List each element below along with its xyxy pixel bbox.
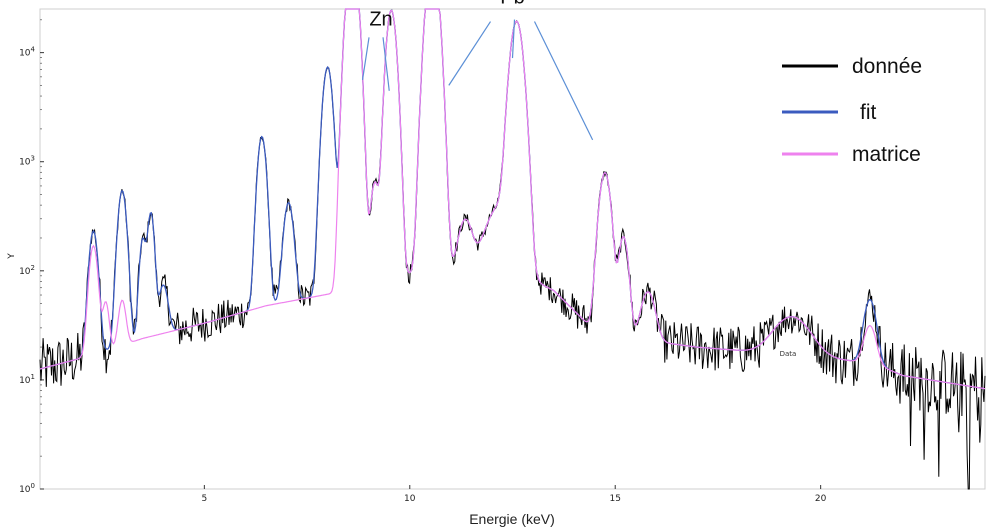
- y-tick-label-3: 103: [19, 155, 35, 168]
- data-small-label: Data: [780, 350, 797, 358]
- legend-label-donnee: donnée: [852, 55, 922, 78]
- legend-label-fit: fit: [860, 101, 877, 124]
- annotation-zn: Zn: [369, 8, 392, 30]
- pb-pointer-line: [448, 21, 492, 86]
- pb-pointer-line: [533, 21, 594, 141]
- annotation-layer: Zn Pb Data: [361, 0, 797, 358]
- legend: donnée fit matrice: [782, 55, 922, 166]
- zn-pointer-line: [382, 37, 390, 91]
- x-axis-label: Energie (keV): [469, 511, 555, 527]
- y-tick-label-1: 101: [19, 373, 35, 386]
- plot-frame: [39, 8, 986, 490]
- y-tick-label-4: 104: [19, 46, 35, 59]
- x-tick-label-0: 5: [201, 494, 207, 504]
- y-tick-label-2: 102: [19, 264, 35, 277]
- series-layer: [39, 8, 986, 490]
- y-tick-label-0: 100: [19, 482, 35, 495]
- annotation-pb: Pb: [500, 0, 524, 9]
- series-matrice-line: [39, 8, 986, 390]
- legend-label-matrice: matrice: [852, 143, 921, 166]
- x-tick-label-3: 20: [815, 494, 827, 504]
- x-tick-label-2: 15: [609, 494, 620, 504]
- pb-pointer-line: [511, 19, 516, 59]
- y-axis-label: Y: [7, 253, 17, 260]
- zn-pointer-line: [361, 37, 370, 80]
- x-tick-label-1: 10: [404, 494, 416, 504]
